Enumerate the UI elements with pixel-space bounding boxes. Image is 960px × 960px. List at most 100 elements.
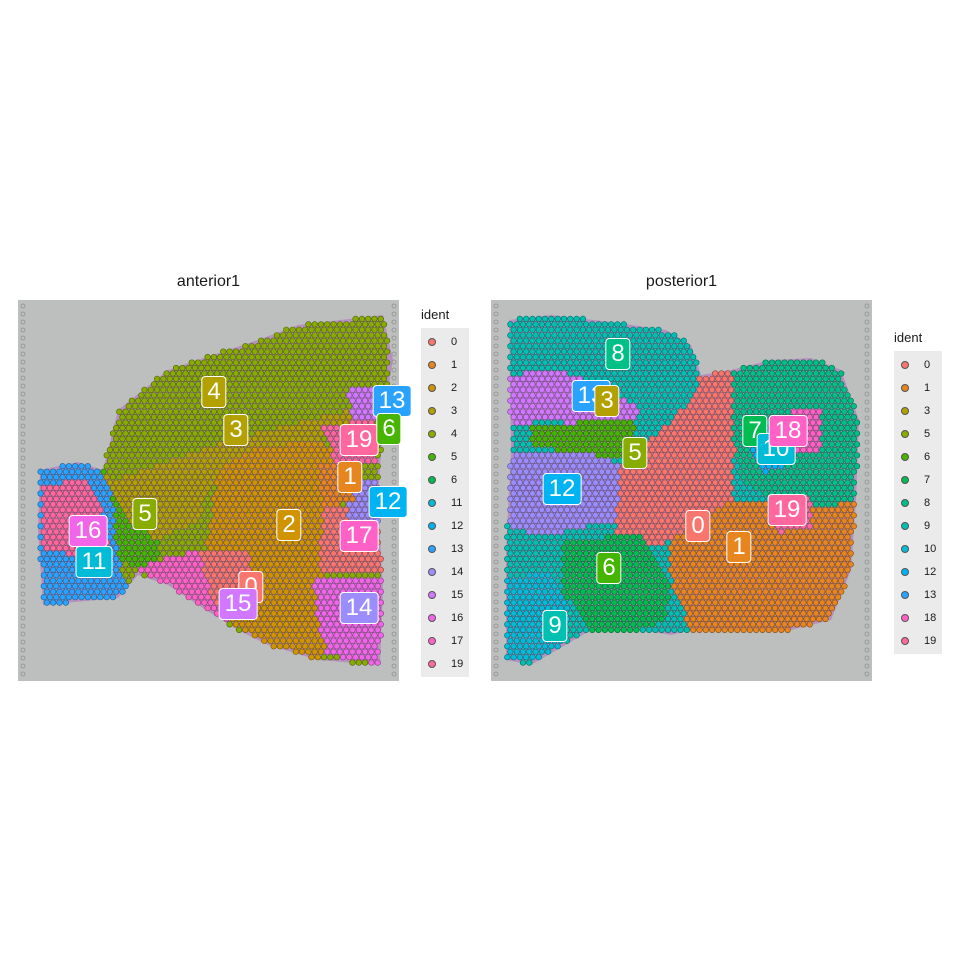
spot-cluster-14 <box>368 583 375 590</box>
spot-cluster-8 <box>693 381 700 388</box>
spot-cluster-3 <box>122 506 129 513</box>
spot-cluster-4 <box>122 561 129 568</box>
spot-cluster-2 <box>213 501 221 508</box>
spot-cluster-8 <box>541 326 549 333</box>
spot-cluster-13 <box>538 397 546 404</box>
spot-cluster-7 <box>853 419 861 426</box>
spot-cluster-4 <box>122 441 129 448</box>
spot-cluster-11 <box>100 588 107 595</box>
spot-cluster-0 <box>727 386 735 393</box>
legend-item: 19 <box>421 652 469 675</box>
spot-cluster-0 <box>696 419 703 426</box>
spot-cluster-2 <box>289 643 296 650</box>
spot-cluster-3 <box>188 479 195 486</box>
spot-cluster-16 <box>90 495 98 503</box>
spot-cluster-8 <box>658 419 665 426</box>
spot-cluster-0 <box>680 435 687 442</box>
spot-cluster-12 <box>523 512 530 519</box>
spot-cluster-8 <box>545 539 552 546</box>
spot-cluster-4 <box>239 348 246 355</box>
legend-label: 14 <box>451 565 464 578</box>
spot-cluster-17 <box>339 512 347 519</box>
spot-cluster-11 <box>97 495 104 503</box>
spot-cluster-4 <box>248 364 255 372</box>
spot-cluster-12 <box>601 495 608 503</box>
spot-cluster-0 <box>639 506 646 513</box>
fiducial-dot <box>20 399 26 405</box>
fiducial-dot <box>20 567 26 573</box>
spot-cluster-15 <box>198 572 205 579</box>
spot-cluster-4 <box>380 343 388 350</box>
spot-cluster-2 <box>251 501 258 508</box>
spot-cluster-0 <box>674 501 681 508</box>
spot-cluster-17 <box>368 561 375 568</box>
spot-cluster-4 <box>286 364 293 372</box>
spot-cluster-8 <box>538 353 546 361</box>
fiducial-dot <box>20 599 26 605</box>
spot-cluster-3 <box>207 468 214 475</box>
spot-cluster-8 <box>655 337 662 344</box>
spot-cluster-3 <box>245 446 252 453</box>
spot-cluster-0 <box>617 479 624 486</box>
spot-cluster-2 <box>242 517 249 524</box>
spot-cluster-12 <box>576 506 583 513</box>
spot-cluster-0 <box>709 386 716 393</box>
spot-cluster-7 <box>822 441 829 448</box>
spot-cluster-11 <box>40 561 47 568</box>
spot-cluster-16 <box>84 484 91 492</box>
spot-cluster-1 <box>847 517 854 524</box>
spot-cluster-4 <box>251 370 258 377</box>
spot-cluster-3 <box>210 474 217 481</box>
spot-cluster-4 <box>305 386 312 393</box>
spot-cluster-2 <box>267 594 274 601</box>
spot-cluster-16 <box>53 539 60 546</box>
spot-cluster-13 <box>365 403 372 410</box>
spot-cluster-0 <box>712 457 719 464</box>
spot-cluster-3 <box>113 479 120 486</box>
spot-cluster-4 <box>321 381 328 388</box>
spot-cluster-5 <box>119 545 126 552</box>
spot-cluster-0 <box>712 490 719 497</box>
spot-cluster-2 <box>220 523 227 530</box>
spot-cluster-12 <box>535 490 542 497</box>
spot-cluster-2 <box>292 615 299 623</box>
spot-cluster-15 <box>185 594 192 601</box>
spot-cluster-8 <box>671 364 678 372</box>
spot-cluster-3 <box>160 506 167 513</box>
spot-cluster-14 <box>317 583 325 590</box>
spot-cluster-4 <box>106 446 113 453</box>
spot-cluster-0 <box>646 474 653 481</box>
spot-cluster-4 <box>346 348 353 355</box>
spot-cluster-1 <box>668 545 675 552</box>
spot-cluster-0 <box>674 424 681 432</box>
spot-cluster-17 <box>324 561 331 568</box>
spot-cluster-7 <box>835 375 842 382</box>
legend-label: 12 <box>451 519 464 532</box>
spot-cluster-7 <box>765 386 772 393</box>
spot-cluster-5 <box>535 424 542 432</box>
spot-cluster-8 <box>677 397 684 404</box>
fiducial-dot <box>391 551 397 557</box>
spot-cluster-4 <box>173 430 180 437</box>
spot-cluster-0 <box>220 566 227 574</box>
spot-cluster-8 <box>661 545 668 552</box>
spot-cluster-3 <box>182 490 189 497</box>
spot-cluster-0 <box>686 468 694 475</box>
spot-cluster-8 <box>529 315 536 323</box>
spot-cluster-4 <box>339 403 347 410</box>
spot-cluster-0 <box>690 430 697 437</box>
spot-cluster-4 <box>185 528 192 535</box>
spot-cluster-12 <box>519 484 527 492</box>
spot-cluster-8 <box>620 375 627 382</box>
spot-cluster-6 <box>633 539 640 546</box>
spot-cluster-4 <box>327 348 334 355</box>
spot-cluster-1 <box>809 528 817 535</box>
spot-cluster-13 <box>362 397 369 404</box>
spot-cluster-7 <box>806 359 813 366</box>
spot-cluster-2 <box>239 621 246 628</box>
spot-cluster-5 <box>135 539 142 546</box>
spot-cluster-2 <box>314 632 321 639</box>
spot-cluster-11 <box>113 588 120 595</box>
spot-cluster-1 <box>838 501 845 508</box>
spot-cluster-0 <box>715 408 722 415</box>
